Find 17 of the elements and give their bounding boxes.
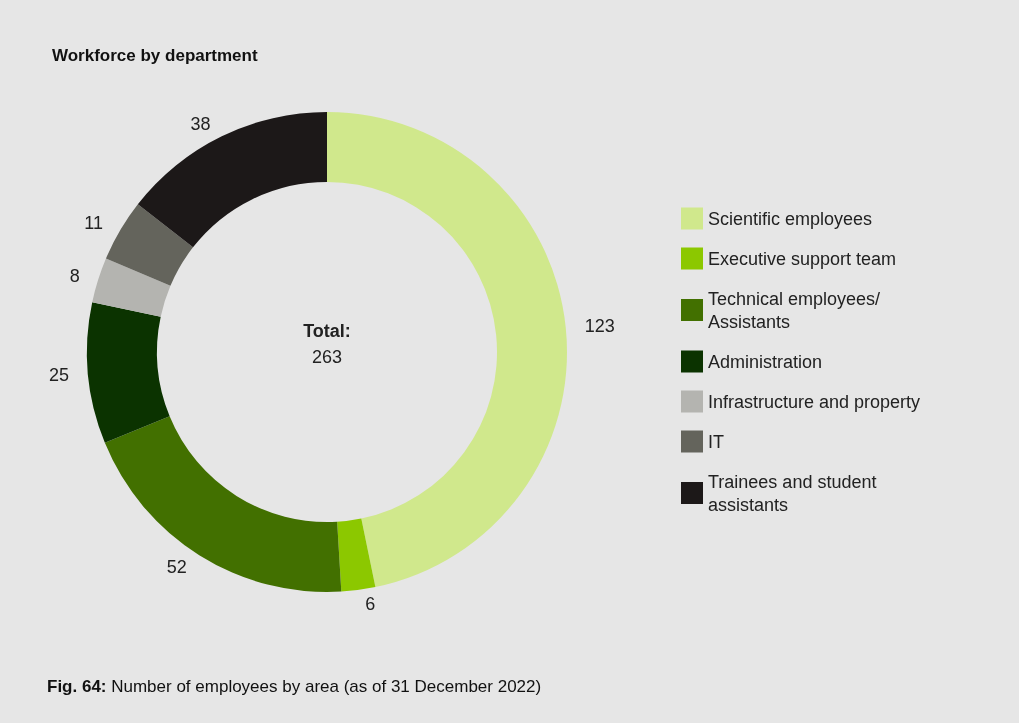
data-label: 52	[166, 557, 187, 578]
legend-label: IT	[708, 431, 724, 452]
legend-label: Scientific employees	[708, 208, 873, 229]
legend-label: Administration	[708, 351, 823, 372]
data-label: 38	[190, 113, 211, 134]
data-label: 11	[84, 213, 104, 234]
legend-label: Trainees and student assistants	[708, 471, 882, 515]
legend-label: Executive support team	[708, 248, 897, 269]
chart-title: Workforce by department	[52, 46, 258, 65]
data-label: 25	[48, 364, 70, 385]
legend-label: Infrastructure and property	[708, 391, 921, 412]
text: Total: 263	[303, 321, 351, 367]
data-label: 123	[584, 316, 615, 337]
legend-label: Technical employees/ Assistants	[708, 288, 886, 332]
data-label: 8	[69, 265, 80, 286]
data-label: 6	[365, 593, 376, 614]
caption: Fig. 64: Number of employees by area (as of 31 December 2022)	[47, 677, 542, 696]
